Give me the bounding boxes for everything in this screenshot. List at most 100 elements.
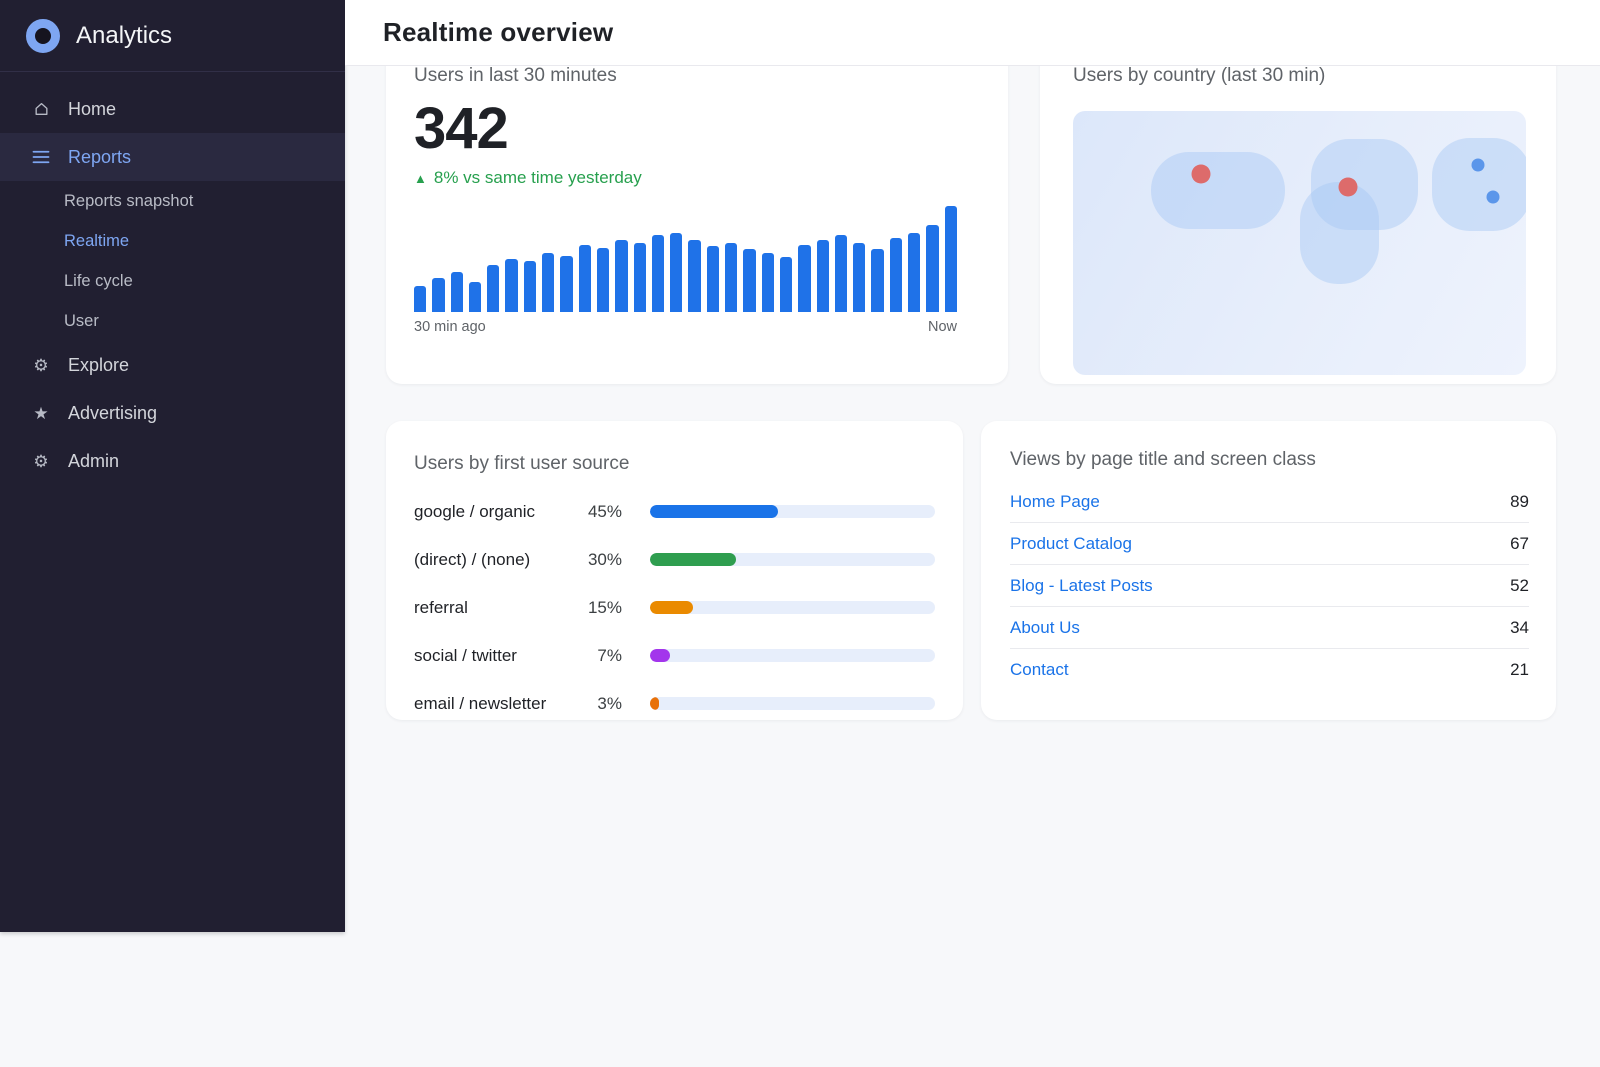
card-title: Users by country (last 30 min) [1073, 65, 1326, 86]
page-link[interactable]: Home Page [1010, 491, 1100, 511]
minute-bar [798, 245, 811, 312]
chart-axis-labels: 30 min ago Now [414, 319, 957, 335]
source-percent: 30% [587, 549, 622, 569]
page-view-count: 89 [1510, 491, 1529, 511]
minute-bar [542, 252, 555, 312]
sidebar: Analytics Home Reports Reports snapshot Rea… [0, 0, 345, 932]
region-africa [1299, 182, 1379, 284]
region-europe [1310, 138, 1418, 231]
sidebar-item-advertising[interactable]: ★ Advertising [0, 389, 345, 437]
menu-icon [30, 150, 52, 164]
sidebar-item-life-cycle[interactable]: Life cycle [0, 261, 345, 301]
source-bar-fill [650, 601, 693, 614]
page-link[interactable]: Blog - Latest Posts [1010, 575, 1153, 595]
minute-bar [944, 206, 957, 312]
minute-bar [761, 252, 774, 312]
sidebar-item-reports[interactable]: Reports [0, 133, 345, 181]
minute-bar [670, 232, 683, 312]
app-logo-icon [26, 18, 60, 53]
page-link[interactable]: Contact [1010, 660, 1069, 679]
source-row-google-organic: google / organic 45% [414, 495, 935, 528]
source-bar-fill [650, 649, 670, 662]
minute-bar [926, 225, 939, 312]
source-row-social-twitter: social / twitter 7% [414, 639, 935, 672]
source-bar-fill [650, 553, 736, 566]
up-arrow-icon: ▲ [414, 170, 427, 186]
sidebar-item-label: Reports [68, 146, 132, 167]
minute-bar [688, 239, 701, 312]
main-content: Users in last 30 minutes 342 ▲ 8% vs sam… [345, 0, 1600, 720]
source-bar-track [650, 601, 935, 614]
top-header: Realtime overview [345, 0, 1600, 66]
page-row-home-page: Home Page 89 [1010, 481, 1529, 523]
minute-bar [779, 256, 793, 312]
source-label: referral [414, 597, 468, 617]
minute-bar [743, 249, 756, 312]
axis-label-left: 30 min ago [414, 319, 486, 335]
card-users-by-country: Users by country (last 30 min) [1040, 31, 1556, 384]
source-row-direct-none: (direct) / (none) 30% [414, 543, 935, 576]
source-bar-fill [650, 505, 779, 518]
minute-bar [651, 234, 665, 312]
page-link[interactable]: Product Catalog [1010, 533, 1132, 553]
minute-bar [816, 239, 829, 312]
page-row-contact: Contact 21 [1010, 649, 1529, 691]
minute-bar [725, 243, 738, 312]
minute-bar [505, 259, 518, 312]
minute-bar-chart [414, 206, 957, 312]
sidebar-item-label: User [64, 311, 99, 330]
minute-bar [578, 245, 591, 312]
sidebar-item-admin[interactable]: ⚙ Admin [0, 437, 345, 485]
minute-bar [889, 237, 903, 312]
card-users-last-30-min: Users in last 30 minutes 342 ▲ 8% vs sam… [386, 31, 1008, 384]
sidebar-item-label: Admin [68, 450, 120, 471]
source-percent: 45% [587, 501, 622, 521]
source-label: social / twitter [414, 645, 517, 665]
card-title: Users by first user source [414, 453, 630, 474]
user-dot [1338, 177, 1358, 197]
source-percent: 7% [597, 645, 622, 665]
page-row-blog-latest-posts: Blog - Latest Posts 52 [1010, 565, 1529, 607]
minute-bar [560, 255, 573, 312]
sidebar-item-user[interactable]: User [0, 301, 345, 341]
card-views-by-page: Views by page title and screen class Hom… [981, 421, 1556, 720]
page-view-count: 52 [1510, 575, 1529, 595]
page-rows: Home Page 89 Product Catalog 67 Blog - Lates… [1010, 481, 1529, 691]
sidebar-item-label: Life cycle [64, 271, 133, 290]
minute-bar [853, 243, 866, 312]
page-link[interactable]: About Us [1010, 617, 1080, 637]
page-view-count: 21 [1510, 660, 1529, 679]
sidebar-item-label: Reports snapshot [64, 191, 194, 210]
source-row-referral: referral 15% [414, 591, 935, 624]
sidebar-item-reports-snapshot[interactable]: Reports snapshot [0, 181, 345, 221]
axis-label-right: Now [927, 319, 957, 335]
minute-bar [450, 271, 463, 312]
minute-bar [834, 234, 848, 312]
minute-bar [414, 285, 427, 312]
source-label: (direct) / (none) [414, 549, 531, 569]
active-users-count: 342 [414, 96, 509, 161]
source-bar-track [650, 649, 935, 662]
user-dot [1471, 158, 1485, 172]
card-users-by-source: Users by first user source google / orga… [386, 421, 963, 720]
minute-bar [468, 282, 482, 312]
sidebar-item-realtime[interactable]: Realtime [0, 221, 345, 261]
source-label: email / newsletter [414, 693, 547, 713]
minute-bar [523, 261, 537, 312]
minute-bar [706, 246, 720, 312]
user-dot [1486, 190, 1500, 204]
delta-vs-yesterday: ▲ 8% vs same time yesterday [414, 168, 978, 188]
region-americas [1150, 151, 1285, 229]
source-bar-track [650, 697, 935, 710]
page-view-count: 34 [1510, 617, 1529, 637]
user-dot [1191, 164, 1211, 184]
sidebar-item-explore[interactable]: ⚙ Explore [0, 341, 345, 389]
source-row-email-newsletter: email / newsletter 3% [414, 687, 935, 720]
minute-bar [615, 239, 628, 312]
source-rows: google / organic 45% (direct) / (none) 30% r… [414, 495, 935, 720]
sidebar-item-home[interactable]: Home [0, 85, 345, 133]
region-asia [1431, 137, 1526, 231]
source-percent: 3% [597, 693, 622, 713]
minute-bar [596, 248, 610, 312]
sidebar-nav: Home Reports Reports snapshot Realtime Life … [0, 72, 345, 485]
